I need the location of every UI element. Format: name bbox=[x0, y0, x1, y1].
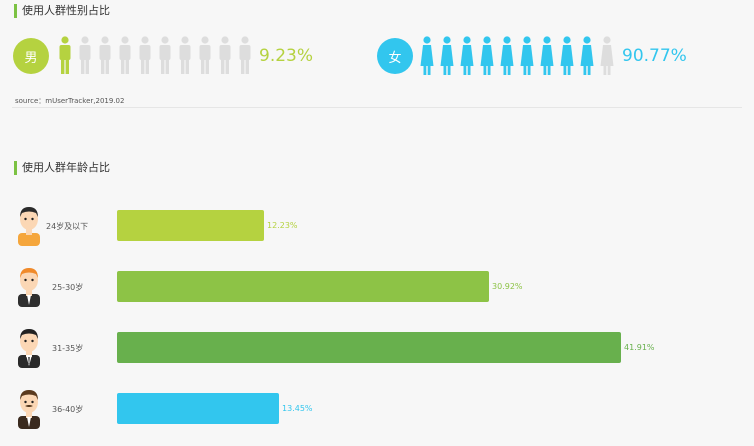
female-person-icon-3 bbox=[460, 36, 474, 75]
female-person-icon-4 bbox=[480, 36, 494, 75]
gender-chart: 男 9.23% 女 90.77% bbox=[0, 36, 754, 76]
male-person-icon-4 bbox=[119, 36, 131, 74]
male-person-icon-2 bbox=[79, 36, 91, 74]
male-person-icon-1 bbox=[59, 36, 71, 74]
male-person-icon-10 bbox=[239, 36, 251, 74]
age-category-label: 24岁及以下 bbox=[46, 222, 89, 231]
age-bar-value: 30.92% bbox=[492, 282, 523, 291]
age-category-label: 36-40岁 bbox=[52, 405, 84, 414]
age-bar-value: 13.45% bbox=[282, 404, 313, 413]
female-person-icon-5 bbox=[500, 36, 514, 75]
female-person-icon-7 bbox=[540, 36, 554, 75]
female-person-icon-6 bbox=[520, 36, 534, 75]
male-person-icon-5 bbox=[139, 36, 151, 74]
female-circle-icon: 女 bbox=[377, 38, 413, 74]
young-man-avatar bbox=[14, 204, 44, 246]
suit-man-avatar bbox=[14, 326, 44, 368]
age-bar bbox=[117, 210, 264, 241]
gender-section-title: 使用人群性别占比 bbox=[14, 4, 110, 18]
female-percent: 90.77% bbox=[622, 46, 687, 66]
female-person-icon-10 bbox=[600, 36, 614, 75]
age-section-title: 使用人群年龄占比 bbox=[14, 161, 110, 175]
male-person-icon-6 bbox=[159, 36, 171, 74]
age-bar bbox=[117, 393, 279, 424]
age-bar-value: 12.23% bbox=[267, 221, 298, 230]
male-person-icon-7 bbox=[179, 36, 191, 74]
age-bar bbox=[117, 271, 489, 302]
age-category-label: 25-30岁 bbox=[52, 283, 84, 292]
age-category-label: 31-35岁 bbox=[52, 344, 84, 353]
male-person-icon-3 bbox=[99, 36, 111, 74]
age-bar-value: 41.91% bbox=[624, 343, 655, 352]
male-person-icon-8 bbox=[199, 36, 211, 74]
female-person-icon-8 bbox=[560, 36, 574, 75]
female-person-icon-9 bbox=[580, 36, 594, 75]
male-pictogram bbox=[58, 36, 253, 76]
male-person-icon-9 bbox=[219, 36, 231, 74]
orange-hair-man-avatar bbox=[14, 265, 44, 307]
male-circle-icon: 男 bbox=[13, 38, 49, 74]
divider bbox=[12, 107, 742, 108]
female-pictogram bbox=[420, 36, 618, 76]
source-note: source：mUserTracker,2019.02 bbox=[15, 97, 125, 105]
mustache-man-avatar bbox=[14, 387, 44, 429]
female-person-icon-2 bbox=[440, 36, 454, 75]
female-person-icon-1 bbox=[420, 36, 434, 75]
age-bar bbox=[117, 332, 621, 363]
male-percent: 9.23% bbox=[259, 46, 314, 66]
